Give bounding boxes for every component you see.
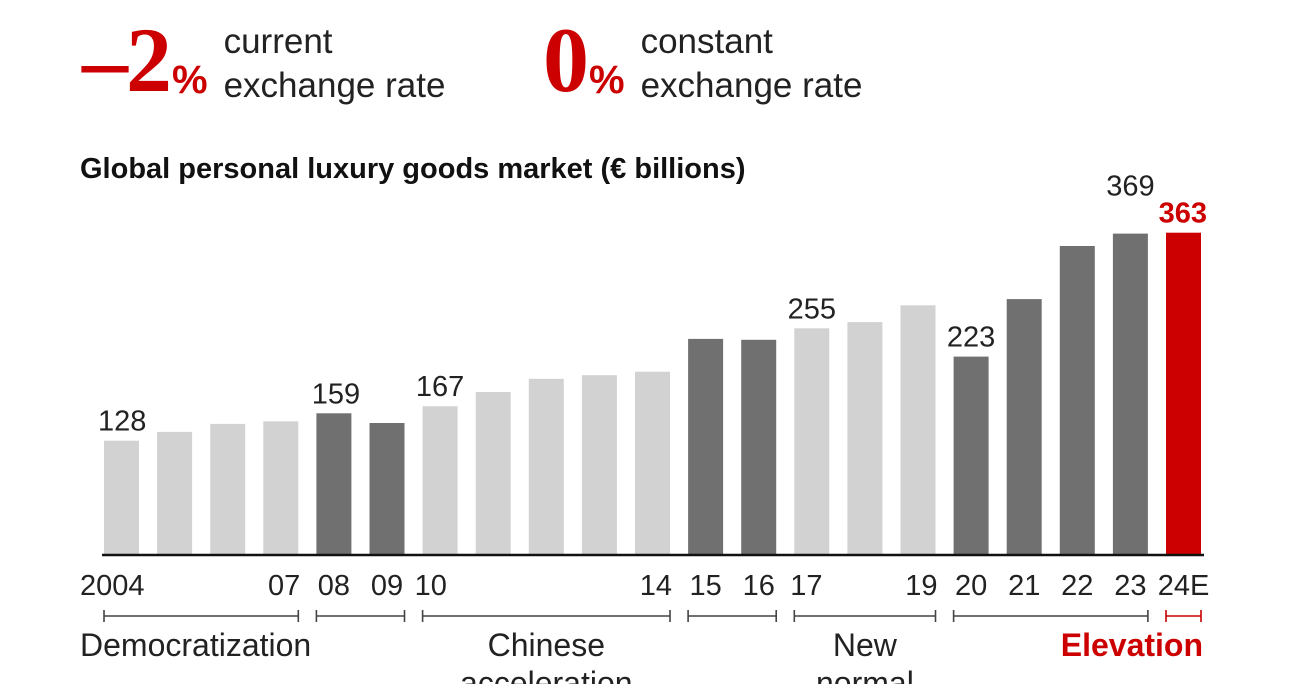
era-label-democratization: Democratization <box>80 627 311 663</box>
bar-2018 <box>847 322 883 554</box>
tick-label-2009: 09 <box>371 570 403 602</box>
bar-2013 <box>581 375 617 554</box>
bar-2019 <box>900 305 936 554</box>
bar-2005 <box>157 431 193 554</box>
current-rate-value: –2 <box>82 9 172 111</box>
value-label-2024E: 363 <box>1159 198 1207 230</box>
tick-label-2023: 23 <box>1114 570 1146 602</box>
constant-rate-value: 0 <box>543 9 589 111</box>
tick-label-2014: 14 <box>640 570 672 602</box>
bar-2012 <box>528 378 564 554</box>
tick-label-2010: 10 <box>415 570 447 602</box>
tick-label-2017: 17 <box>790 570 822 602</box>
chart-title: Global personal luxury goods market (€ b… <box>80 153 746 185</box>
bar-2008 <box>316 413 352 554</box>
era-label-new-line2: normal <box>816 665 914 684</box>
bar-2017 <box>794 328 830 554</box>
current-rate-label-line1: current <box>223 22 333 61</box>
value-label-2010: 167 <box>416 371 464 403</box>
bar-2010 <box>422 406 458 554</box>
tick-label-2019: 19 <box>905 570 937 602</box>
constant-rate-label-line1: constant <box>640 22 773 61</box>
bar-2024E <box>1166 232 1201 554</box>
bar-2014 <box>635 371 670 554</box>
bar-2007 <box>263 421 299 555</box>
bar-2016 <box>741 339 777 554</box>
value-label-2017: 255 <box>788 293 836 325</box>
current-rate-kpi: –2 % current exchange rate <box>82 14 445 108</box>
current-rate-percent-sign: % <box>172 58 208 102</box>
bar-2006 <box>210 423 246 554</box>
tick-label-2020: 20 <box>955 570 987 602</box>
bar-2009 <box>369 423 405 554</box>
era-label-elevation: Elevation <box>1061 627 1203 663</box>
value-label-2004: 128 <box>98 406 146 438</box>
value-label-2023: 369 <box>1106 171 1154 203</box>
tick-label-2015: 15 <box>689 570 721 602</box>
tick-label-2022: 22 <box>1061 570 1093 602</box>
bar-2023 <box>1112 233 1148 554</box>
era-label-chinese-line2: acceleration <box>460 665 633 684</box>
constant-rate-percent-sign: % <box>589 58 625 102</box>
tick-label-2021: 21 <box>1008 570 1040 602</box>
bar-2020 <box>953 356 989 554</box>
tick-label-2008: 08 <box>318 570 350 602</box>
bar-2011 <box>475 392 511 554</box>
current-rate-label-line2: exchange rate <box>223 66 446 105</box>
value-label-2008: 159 <box>312 378 360 410</box>
tick-label-2016: 16 <box>743 570 775 602</box>
value-label-2020: 223 <box>947 322 995 354</box>
constant-rate-kpi: 0 % constant exchange rate <box>543 14 862 108</box>
tick-label-2004: 2004 <box>80 570 145 602</box>
bar-2015 <box>688 338 724 554</box>
bar-2021 <box>1006 299 1042 554</box>
bar-2022 <box>1059 246 1095 554</box>
era-label-chinese: Chinese <box>488 627 605 663</box>
constant-rate-label-line2: exchange rate <box>640 66 863 105</box>
bar-2004 <box>104 440 139 554</box>
era-label-new: New <box>833 627 898 663</box>
tick-label-2007: 07 <box>268 570 300 602</box>
tick-label-2024E: 24E <box>1158 570 1210 602</box>
